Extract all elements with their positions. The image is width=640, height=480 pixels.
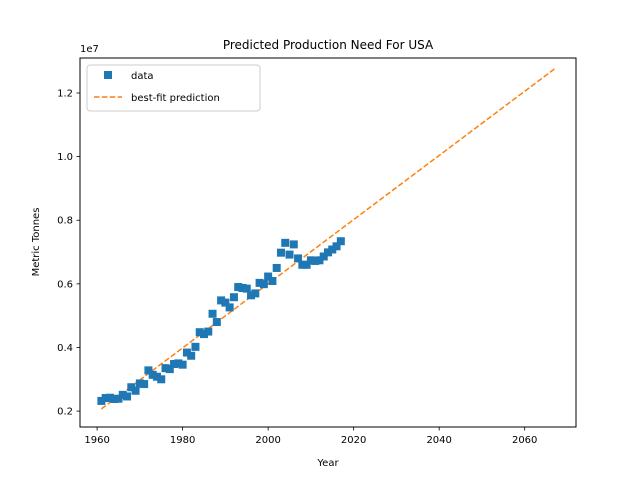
data-point (123, 392, 132, 401)
data-point (140, 380, 149, 389)
y-tick-label: 0.2 (57, 407, 73, 418)
data-point (225, 303, 234, 312)
data-point (259, 280, 268, 289)
data-point (324, 248, 332, 257)
y-axis-label: Metric Tonnes (31, 208, 42, 277)
data-point (178, 360, 187, 369)
y-tick-label: 0.4 (57, 343, 73, 354)
x-axis: 1960 1980 2000 2020 2040 2060 (84, 427, 537, 446)
data-point (105, 393, 114, 402)
data-point (229, 293, 238, 302)
data-point (276, 248, 285, 257)
data-point (315, 256, 324, 265)
data-point (234, 283, 243, 292)
data-point (187, 351, 196, 360)
data-point (204, 327, 213, 336)
y-tick-label: 1.2 (57, 88, 73, 99)
data-point (157, 375, 166, 384)
x-tick-label: 1960 (84, 435, 109, 446)
data-point (182, 348, 191, 357)
data-point (200, 330, 208, 339)
legend-data-marker (104, 71, 112, 79)
data-point (110, 395, 119, 404)
data-point (328, 245, 337, 254)
data-point (174, 359, 183, 368)
data-point (208, 309, 217, 318)
data-point (238, 283, 247, 292)
data-point (195, 328, 204, 337)
data-point (255, 278, 264, 287)
data-point (294, 254, 303, 263)
data-point (221, 298, 230, 307)
data-point (332, 242, 341, 251)
y-tick-label: 1.0 (57, 152, 73, 163)
x-tick-label: 2000 (255, 435, 280, 446)
x-axis-label: Year (316, 458, 339, 469)
data-point (302, 260, 311, 269)
x-tick-label: 2040 (426, 435, 451, 446)
data-point (165, 365, 174, 374)
data-point (101, 394, 110, 403)
data-point (336, 237, 345, 246)
legend-box (86, 64, 261, 112)
data-point (268, 276, 277, 285)
data-point (135, 379, 144, 388)
chart-title: Predicted Production Need For USA (223, 38, 434, 52)
axes-frame (79, 57, 577, 428)
data-point (191, 342, 200, 351)
x-tick-label: 2020 (341, 435, 366, 446)
y-axis: 0.2 0.4 0.6 0.8 1.0 1.2 (57, 88, 80, 418)
data-point (264, 272, 273, 281)
data-point (161, 364, 170, 373)
data-point (118, 390, 127, 399)
data-point (319, 252, 328, 261)
legend-fit-label: best-fit prediction (131, 93, 220, 104)
data-point (251, 289, 260, 298)
y-tick-label: 0.8 (57, 216, 73, 227)
legend: data best-fit prediction (86, 64, 261, 112)
data-point (97, 396, 106, 405)
data-point (217, 296, 226, 305)
data-point (131, 386, 140, 395)
y-tick-label: 0.6 (57, 279, 73, 290)
data-point (144, 366, 153, 375)
data-point (285, 250, 294, 259)
y-offset-label: 1e7 (80, 44, 99, 55)
legend-data-label: data (131, 71, 154, 82)
data-point (272, 263, 281, 272)
data-point (281, 238, 290, 247)
data-point (114, 394, 123, 403)
data-point (148, 370, 157, 379)
data-point (311, 256, 320, 265)
data-point (306, 256, 315, 265)
x-tick-label: 1980 (170, 435, 195, 446)
data-point (298, 260, 307, 269)
data-point (127, 383, 136, 392)
data-point (242, 284, 251, 293)
data-marks (97, 68, 556, 410)
x-tick-label: 2060 (512, 435, 537, 446)
data-point (170, 360, 179, 369)
data-point (212, 318, 221, 327)
data-point (289, 240, 298, 249)
data-point (247, 291, 256, 300)
data-point (152, 372, 161, 381)
